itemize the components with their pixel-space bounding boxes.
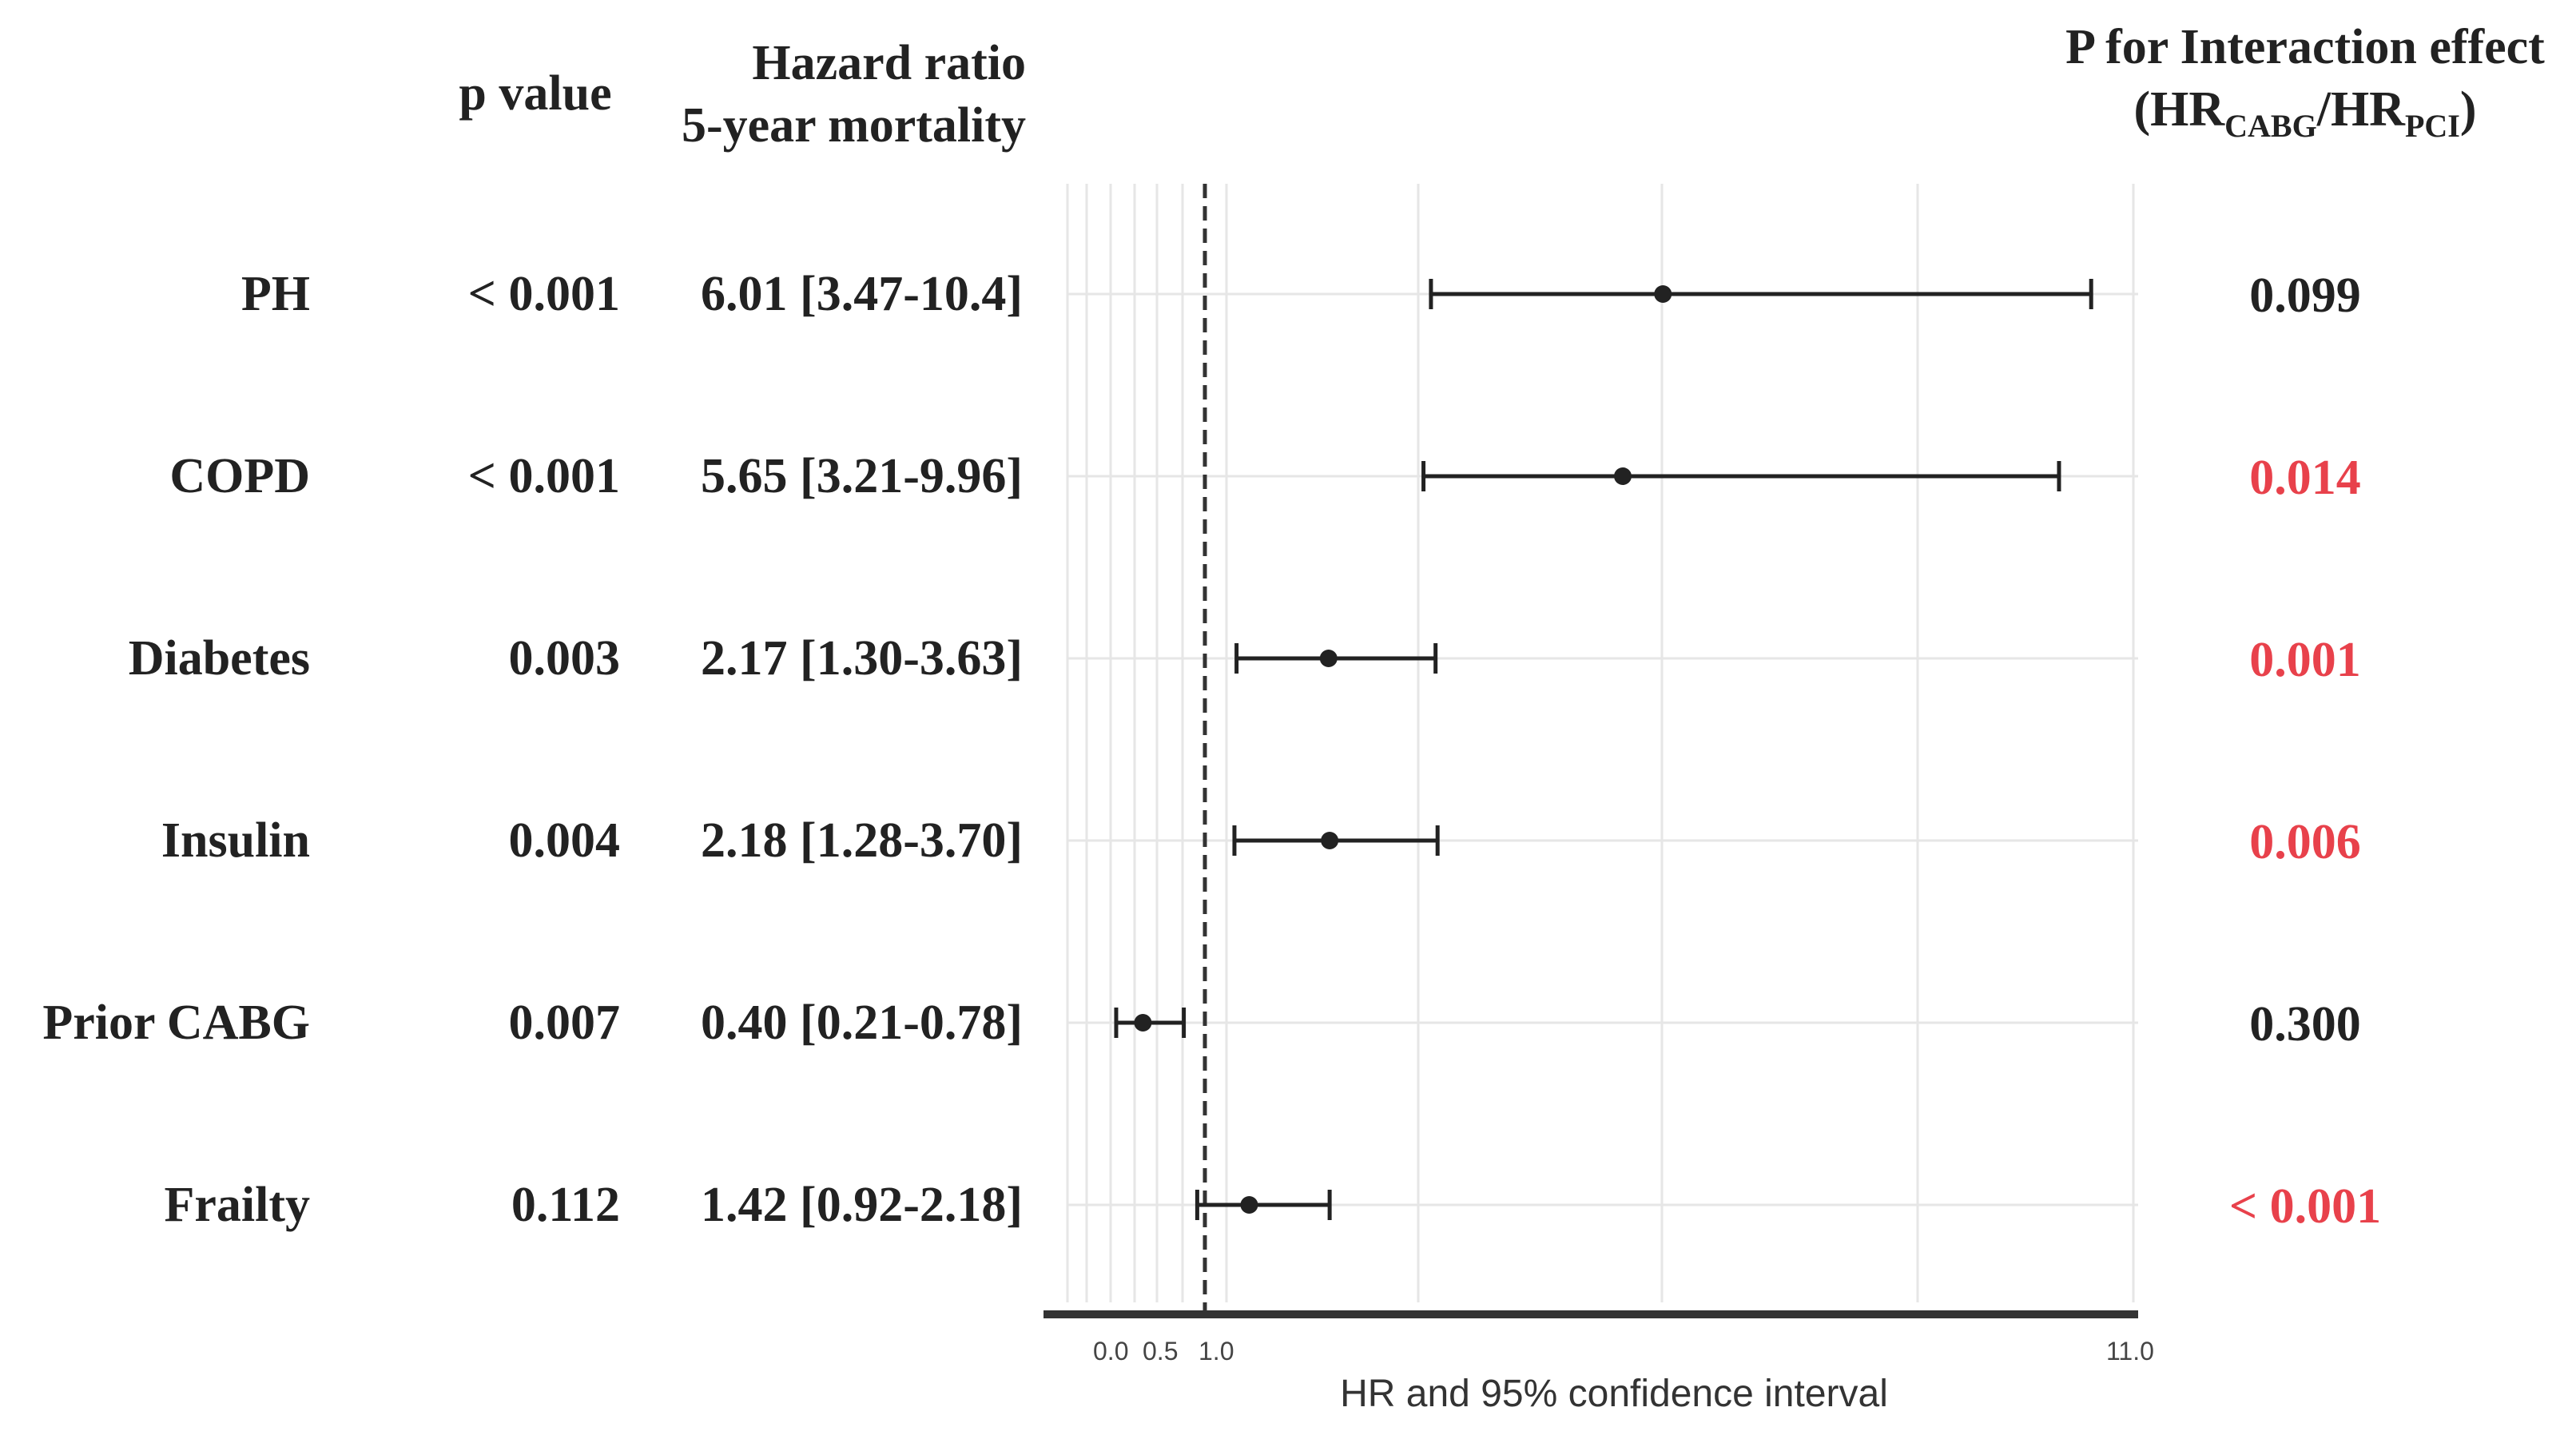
row-interaction-p-0: 0.099: [2249, 268, 2361, 323]
hr-point-4: [1134, 1014, 1152, 1032]
hr-point-2: [1319, 650, 1338, 667]
x-axis-label: HR and 95% confidence interval: [1340, 1373, 1888, 1415]
row-hr-text-0: 6.01 [3.47-10.4]: [701, 267, 1023, 321]
row-hr-text-2: 2.17 [1.30-3.63]: [701, 631, 1023, 686]
row-pvalue-4: 0.007: [509, 996, 621, 1050]
row-label-4: Prior CABG: [42, 996, 310, 1050]
row-label-2: Diabetes: [129, 631, 310, 686]
row-pvalue-3: 0.004: [509, 813, 621, 868]
row-hr-text-4: 0.40 [0.21-0.78]: [701, 996, 1023, 1050]
header-interaction-line1: P for Interaction effect: [2065, 20, 2545, 74]
x-tick-label-1: 0.5: [1143, 1337, 1178, 1365]
row-label-3: Insulin: [161, 813, 310, 868]
row-pvalue-1: < 0.001: [468, 449, 620, 503]
header-interaction-line2: (HRCABG/HRPCI): [2133, 82, 2477, 144]
x-tick-label-2: 1.0: [1199, 1337, 1234, 1365]
row-label-0: PH: [241, 267, 310, 321]
x-tick-label-0: 0.0: [1093, 1337, 1128, 1365]
row-interaction-p-2: 0.001: [2249, 633, 2361, 687]
x-tick-label-3: 11.0: [2106, 1337, 2154, 1365]
hr-point-1: [1614, 467, 1632, 485]
hr-point-5: [1240, 1196, 1258, 1214]
row-label-5: Frailty: [165, 1178, 311, 1232]
x-axis: [1044, 1310, 2138, 1318]
row-interaction-p-3: 0.006: [2249, 815, 2361, 869]
row-label-1: COPD: [169, 449, 310, 503]
row-pvalue-5: 0.112: [511, 1178, 620, 1232]
row-hr-text-5: 1.42 [0.92-2.18]: [701, 1178, 1023, 1232]
header-pvalue: p value: [459, 66, 612, 121]
header-hazard-ratio-line2: 5-year mortality: [682, 98, 1026, 153]
row-interaction-p-1: 0.014: [2249, 451, 2361, 505]
row-hr-text-3: 2.18 [1.28-3.70]: [701, 813, 1023, 868]
row-interaction-p-4: 0.300: [2249, 997, 2361, 1051]
row-hr-text-1: 5.65 [3.21-9.96]: [701, 449, 1023, 503]
hr-point-0: [1654, 285, 1672, 303]
row-pvalue-2: 0.003: [509, 631, 621, 686]
header-hazard-ratio: Hazard ratio 5-year mortality: [559, 32, 1026, 157]
subscript-pci: PCI: [2404, 108, 2460, 144]
header-interaction: P for Interaction effect (HRCABG/HRPCI): [2037, 16, 2573, 144]
hr-point-3: [1321, 832, 1339, 849]
header-hazard-ratio-line1: Hazard ratio: [752, 36, 1026, 90]
row-interaction-p-5: < 0.001: [2229, 1179, 2381, 1234]
row-pvalue-0: < 0.001: [468, 267, 620, 321]
subscript-cabg: CABG: [2224, 108, 2317, 144]
